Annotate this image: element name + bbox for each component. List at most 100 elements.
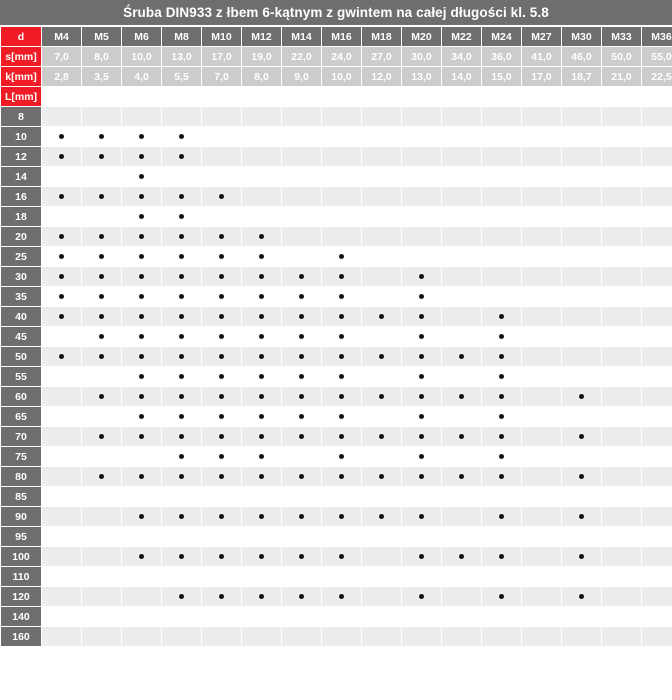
availability-cell-m30-95 xyxy=(562,527,601,546)
availability-cell-m30-80 xyxy=(562,467,601,486)
availability-dot xyxy=(419,514,424,519)
availability-cell-m20-80 xyxy=(402,467,441,486)
spec-value-k-m6: 4,0 xyxy=(122,67,161,86)
availability-dot xyxy=(219,334,224,339)
availability-cell-m4-80 xyxy=(42,467,81,486)
availability-cell-m24-16 xyxy=(482,187,521,206)
availability-dot xyxy=(339,294,344,299)
availability-cell-m27-70 xyxy=(522,427,561,446)
availability-cell-m5-120 xyxy=(82,587,121,606)
availability-cell-m10-95 xyxy=(202,527,241,546)
availability-cell-m24-55 xyxy=(482,367,521,386)
availability-cell-m16-12 xyxy=(322,147,361,166)
availability-cell-m36-18 xyxy=(642,207,672,226)
availability-cell-m27-140 xyxy=(522,607,561,626)
availability-cell-m22-18 xyxy=(442,207,481,226)
availability-cell-m30-45 xyxy=(562,327,601,346)
availability-cell-m10-40 xyxy=(202,307,241,326)
spec-value-k-m8: 5,5 xyxy=(162,67,201,86)
availability-dot xyxy=(139,314,144,319)
availability-cell-m24-40 xyxy=(482,307,521,326)
availability-cell-m6-10 xyxy=(122,127,161,146)
length-header-spacer-m27 xyxy=(522,87,561,106)
availability-cell-m14-20 xyxy=(282,227,321,246)
availability-dot xyxy=(259,594,264,599)
length-label-95: 95 xyxy=(1,527,41,546)
spec-value-k-m4: 2,8 xyxy=(42,67,81,86)
availability-cell-m12-100 xyxy=(242,547,281,566)
availability-cell-m22-25 xyxy=(442,247,481,266)
availability-dot xyxy=(339,314,344,319)
availability-cell-m5-30 xyxy=(82,267,121,286)
availability-cell-m6-140 xyxy=(122,607,161,626)
availability-cell-m24-12 xyxy=(482,147,521,166)
availability-cell-m20-45 xyxy=(402,327,441,346)
column-header-m10: M10 xyxy=(202,27,241,46)
availability-cell-m6-95 xyxy=(122,527,161,546)
length-label-75: 75 xyxy=(1,447,41,466)
availability-cell-m12-75 xyxy=(242,447,281,466)
availability-dot xyxy=(259,554,264,559)
availability-cell-m6-60 xyxy=(122,387,161,406)
availability-cell-m14-85 xyxy=(282,487,321,506)
availability-cell-m18-50 xyxy=(362,347,401,366)
availability-dot xyxy=(139,354,144,359)
availability-cell-m4-50 xyxy=(42,347,81,366)
availability-cell-m30-90 xyxy=(562,507,601,526)
availability-cell-m20-40 xyxy=(402,307,441,326)
availability-dot xyxy=(379,354,384,359)
availability-dot xyxy=(419,374,424,379)
availability-cell-m10-160 xyxy=(202,627,241,646)
availability-cell-m12-35 xyxy=(242,287,281,306)
table-row: 45 xyxy=(1,327,672,346)
availability-dot xyxy=(379,314,384,319)
availability-cell-m5-16 xyxy=(82,187,121,206)
availability-cell-m10-30 xyxy=(202,267,241,286)
availability-cell-m6-80 xyxy=(122,467,161,486)
availability-dot xyxy=(299,294,304,299)
availability-cell-m16-110 xyxy=(322,567,361,586)
availability-dot xyxy=(259,354,264,359)
availability-cell-m16-50 xyxy=(322,347,361,366)
availability-cell-m24-80 xyxy=(482,467,521,486)
availability-dot xyxy=(499,454,504,459)
availability-dot xyxy=(419,354,424,359)
availability-cell-m33-10 xyxy=(602,127,641,146)
availability-dot xyxy=(419,434,424,439)
availability-cell-m12-30 xyxy=(242,267,281,286)
availability-dot xyxy=(459,434,464,439)
availability-dot xyxy=(99,294,104,299)
availability-dot xyxy=(139,394,144,399)
length-label-18: 18 xyxy=(1,207,41,226)
availability-cell-m24-18 xyxy=(482,207,521,226)
availability-cell-m12-50 xyxy=(242,347,281,366)
length-label-25: 25 xyxy=(1,247,41,266)
availability-cell-m6-100 xyxy=(122,547,161,566)
availability-cell-m30-10 xyxy=(562,127,601,146)
spec-value-k-m36: 22,5 xyxy=(642,67,672,86)
availability-cell-m4-12 xyxy=(42,147,81,166)
availability-cell-m16-65 xyxy=(322,407,361,426)
availability-cell-m4-45 xyxy=(42,327,81,346)
spec-value-k-m20: 13,0 xyxy=(402,67,441,86)
availability-cell-m22-30 xyxy=(442,267,481,286)
availability-cell-m14-10 xyxy=(282,127,321,146)
availability-dot xyxy=(419,454,424,459)
availability-cell-m33-160 xyxy=(602,627,641,646)
availability-cell-m24-140 xyxy=(482,607,521,626)
availability-cell-m22-35 xyxy=(442,287,481,306)
availability-dot xyxy=(259,394,264,399)
availability-cell-m6-75 xyxy=(122,447,161,466)
availability-cell-m5-65 xyxy=(82,407,121,426)
availability-cell-m18-14 xyxy=(362,167,401,186)
availability-cell-m4-10 xyxy=(42,127,81,146)
availability-cell-m5-110 xyxy=(82,567,121,586)
availability-cell-m10-70 xyxy=(202,427,241,446)
availability-cell-m24-20 xyxy=(482,227,521,246)
availability-cell-m6-18 xyxy=(122,207,161,226)
availability-cell-m22-20 xyxy=(442,227,481,246)
availability-cell-m24-60 xyxy=(482,387,521,406)
availability-cell-m27-95 xyxy=(522,527,561,546)
length-header-spacer-m10 xyxy=(202,87,241,106)
